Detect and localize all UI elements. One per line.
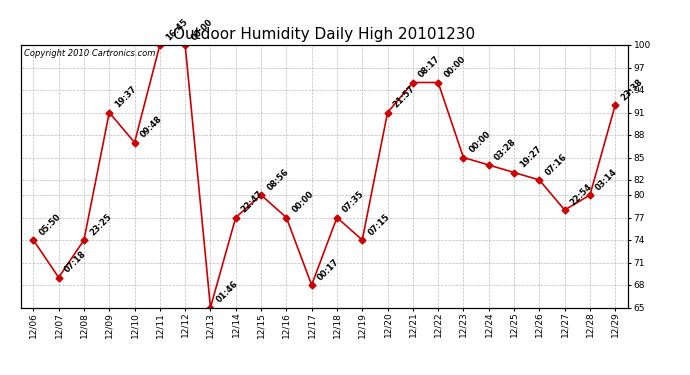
Text: 08:17: 08:17 — [417, 55, 442, 80]
Text: 03:14: 03:14 — [594, 167, 620, 192]
Text: 00:00: 00:00 — [290, 190, 315, 215]
Text: 00:17: 00:17 — [316, 257, 341, 282]
Text: 07:35: 07:35 — [341, 190, 366, 215]
Title: Outdoor Humidity Daily High 20101230: Outdoor Humidity Daily High 20101230 — [173, 27, 475, 42]
Text: 03:28: 03:28 — [493, 137, 518, 162]
Text: 00:00: 00:00 — [189, 17, 215, 42]
Text: 07:18: 07:18 — [63, 250, 88, 275]
Text: 09:48: 09:48 — [139, 115, 164, 140]
Text: 01:46: 01:46 — [215, 279, 240, 305]
Text: 00:00: 00:00 — [442, 55, 467, 80]
Text: 08:56: 08:56 — [265, 167, 290, 192]
Text: 07:16: 07:16 — [544, 152, 569, 177]
Text: 00:00: 00:00 — [468, 130, 493, 155]
Text: 23:38: 23:38 — [620, 77, 644, 102]
Text: Copyright 2010 Cartronics.com: Copyright 2010 Cartronics.com — [23, 49, 155, 58]
Text: 21:57: 21:57 — [392, 84, 417, 110]
Text: 22:54: 22:54 — [569, 182, 594, 207]
Text: 19:37: 19:37 — [113, 85, 139, 110]
Text: 16:45: 16:45 — [164, 17, 189, 42]
Text: 23:25: 23:25 — [88, 212, 113, 237]
Text: 19:27: 19:27 — [518, 144, 544, 170]
Text: 22:47: 22:47 — [240, 189, 265, 215]
Text: 05:50: 05:50 — [37, 212, 63, 237]
Text: 07:15: 07:15 — [366, 212, 392, 237]
